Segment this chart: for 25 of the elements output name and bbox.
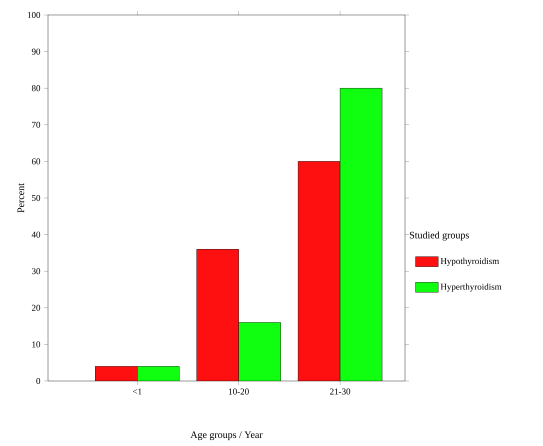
y-tick-label: 80 — [32, 85, 40, 92]
legend-label: Hypothyroidism — [440, 258, 500, 266]
x-tick-label: 10-20 — [228, 388, 249, 395]
x-tick-label: <1 — [132, 388, 142, 394]
y-tick-label: 10 — [32, 341, 40, 348]
bar — [137, 366, 180, 381]
y-tick-label: 90 — [32, 48, 40, 55]
y-axis-title: Percent — [18, 183, 24, 213]
y-tick-label: 50 — [32, 194, 40, 202]
bar — [95, 366, 138, 381]
y-tick-label: 30 — [32, 268, 40, 274]
legend-label: Hyperthyroidism — [440, 283, 502, 292]
bar — [238, 322, 281, 381]
y-tick-label: 70 — [32, 122, 40, 128]
x-axis-title: Age groups / Year — [190, 431, 263, 440]
y-tick-label: 0 — [36, 378, 40, 384]
y-tick-label: 40 — [32, 232, 40, 238]
y-tick-label: 20 — [32, 304, 40, 311]
bar — [340, 88, 382, 381]
y-tick-label: 100 — [28, 12, 40, 18]
bar — [298, 161, 340, 381]
legend-title: Studied groups — [410, 231, 469, 241]
bar — [196, 249, 239, 381]
y-tick-label: 60 — [32, 158, 40, 164]
x-tick-label: 21-30 — [330, 388, 350, 395]
